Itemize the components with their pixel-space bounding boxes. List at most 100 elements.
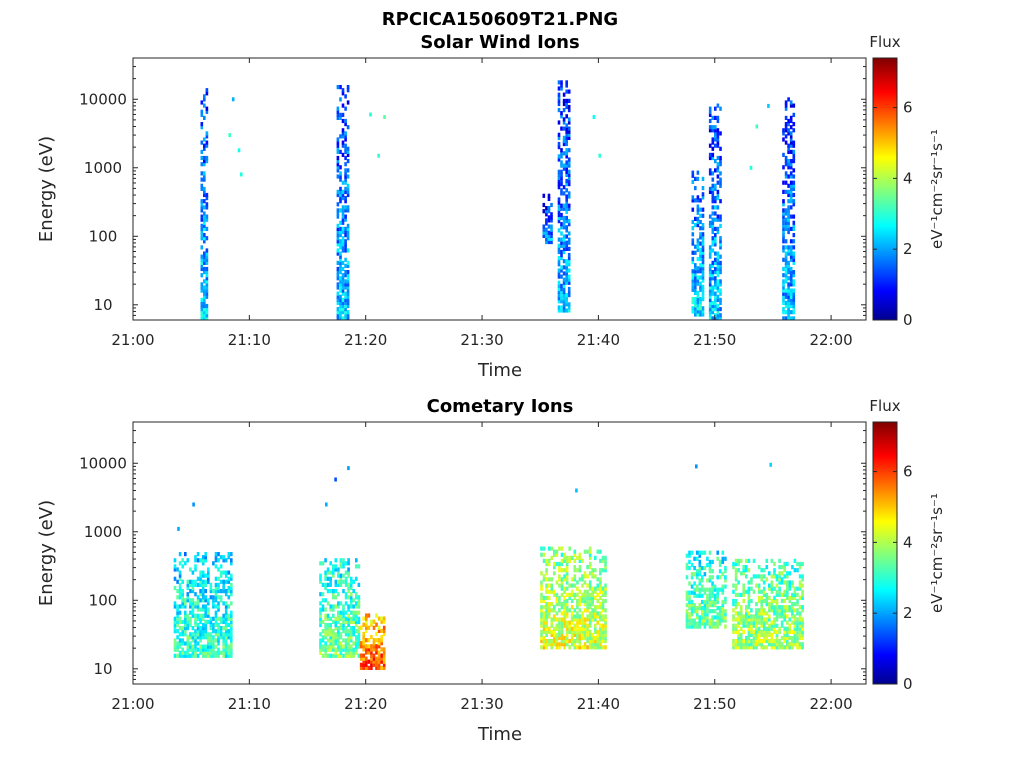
flux-cell <box>352 610 355 615</box>
flux-cell <box>724 584 727 589</box>
flux-cell <box>372 644 376 649</box>
flux-cell <box>752 589 756 594</box>
flux-cell <box>339 300 342 305</box>
flux-cell <box>194 650 197 655</box>
flux-cell <box>567 160 571 165</box>
flux-cell <box>792 245 796 250</box>
flux-cell <box>581 629 584 634</box>
flux-cell <box>347 567 350 572</box>
flux-cell <box>573 623 577 628</box>
flux-cell <box>191 626 195 631</box>
flux-cell <box>562 101 566 107</box>
flux-cell <box>701 241 705 246</box>
flux-cell <box>357 632 361 637</box>
flux-cell <box>347 635 350 640</box>
flux-cell <box>708 575 712 580</box>
flux-cell <box>591 602 594 607</box>
flux-cell <box>752 635 756 641</box>
flux-cell <box>200 236 204 241</box>
flux-cell <box>191 585 195 591</box>
flux-cell <box>217 653 220 658</box>
flux-cell <box>565 571 569 576</box>
flux-cell <box>319 647 322 652</box>
flux-cell <box>204 622 207 628</box>
flux-cell <box>732 608 735 613</box>
flux-cell <box>787 288 790 293</box>
flux-cell <box>796 623 799 628</box>
flux-cell <box>186 619 190 624</box>
colorbar <box>872 421 898 685</box>
flux-cell <box>737 623 740 628</box>
plot-frame <box>132 57 867 321</box>
flux-cell <box>737 617 740 622</box>
flux-cell <box>588 629 592 634</box>
flux-cell <box>698 559 702 564</box>
flux-cell <box>594 617 597 622</box>
flux-cell <box>336 297 340 302</box>
colorbar-tick-label: 2 <box>903 240 913 258</box>
flux-cell <box>217 616 220 621</box>
flux-cell <box>773 586 776 591</box>
flux-cell <box>693 566 696 571</box>
flux-cell <box>227 613 231 618</box>
flux-cell <box>341 220 345 225</box>
flux-cell <box>573 592 577 597</box>
flux-cell <box>716 303 720 309</box>
flux-cell <box>742 598 745 604</box>
flux-cell <box>194 579 197 584</box>
flux-cell <box>203 291 206 296</box>
flux-cell <box>209 595 213 600</box>
flux-cell <box>688 590 691 595</box>
y-tick-label: 100 <box>89 591 118 609</box>
flux-cell <box>768 608 771 613</box>
flux-cell <box>555 623 559 628</box>
flux-cell <box>775 605 779 610</box>
flux-cell <box>344 174 347 179</box>
flux-cell <box>181 638 184 643</box>
flux-cell <box>196 616 200 621</box>
flux-cell <box>181 629 184 634</box>
flux-cell <box>604 620 607 625</box>
flux-cell <box>798 623 802 628</box>
flux-cell <box>791 611 794 616</box>
flux-cell <box>737 645 740 650</box>
flux-cell <box>565 574 569 579</box>
flux-cell <box>365 659 368 664</box>
flux-cell <box>196 601 200 606</box>
flux-cell <box>346 303 350 309</box>
flux-cell <box>708 223 712 228</box>
flux-cell <box>716 226 720 231</box>
flux-cell <box>567 305 571 310</box>
flux-cell <box>189 644 192 649</box>
flux-cell <box>560 160 563 165</box>
flux-cell <box>344 134 347 139</box>
flux-cell <box>760 568 763 573</box>
flux-cell <box>688 593 691 598</box>
flux-cell <box>173 601 177 606</box>
flux-cell <box>321 604 325 609</box>
flux-cell <box>711 593 714 598</box>
flux-cell <box>789 192 793 198</box>
flux-cell <box>563 617 566 622</box>
flux-cell <box>200 205 204 210</box>
flux-cell <box>339 641 343 646</box>
flux-cell <box>691 226 695 231</box>
flux-cell <box>789 254 793 259</box>
flux-cell <box>713 584 717 589</box>
flux-cell <box>207 644 210 649</box>
flux-cell <box>319 610 322 615</box>
flux-cell <box>739 632 743 637</box>
flux-cell <box>205 260 209 265</box>
flux-cell <box>562 249 566 255</box>
flux-cell <box>557 98 561 103</box>
flux-cell <box>545 620 548 625</box>
flux-cell <box>711 260 715 265</box>
flux-cell <box>326 582 330 587</box>
flux-cell <box>787 205 790 210</box>
flux-cell <box>203 103 206 108</box>
flux-cell <box>336 168 340 173</box>
flux-cell <box>349 619 353 624</box>
flux-cell <box>787 263 790 268</box>
flux-cell <box>565 308 568 313</box>
flux-cell <box>557 299 561 304</box>
